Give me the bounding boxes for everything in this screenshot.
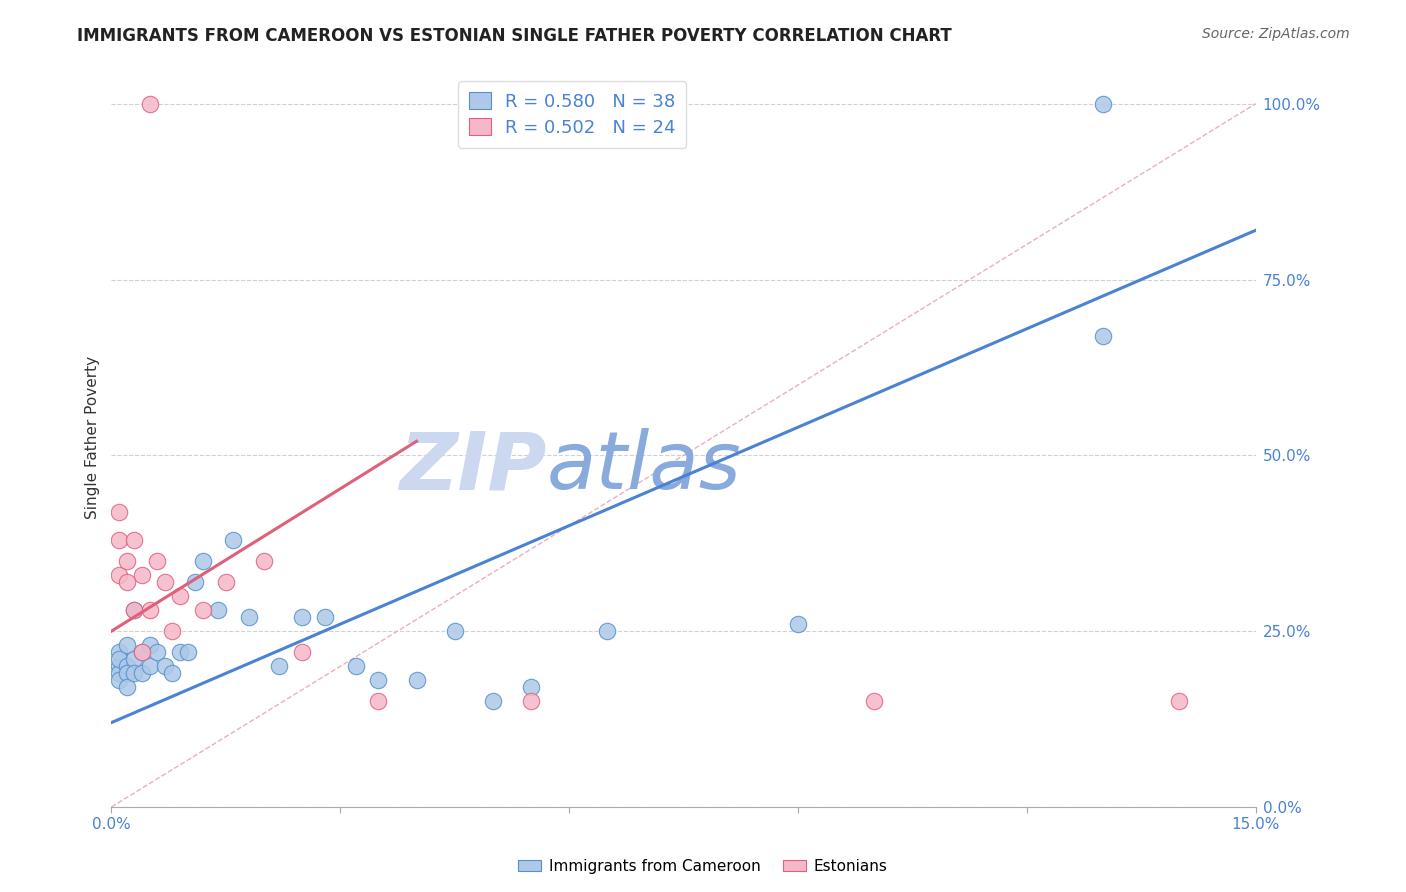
- Point: [162, 624, 184, 639]
- Point: [162, 666, 184, 681]
- Point: [131, 645, 153, 659]
- Point: [108, 568, 131, 582]
- Point: [238, 610, 260, 624]
- Point: [115, 681, 138, 695]
- Point: [115, 554, 138, 568]
- Point: [520, 681, 543, 695]
- Point: [191, 554, 214, 568]
- Point: [222, 533, 245, 547]
- Point: [215, 574, 238, 589]
- Point: [131, 666, 153, 681]
- Point: [153, 574, 176, 589]
- Point: [367, 673, 389, 688]
- Point: [269, 659, 291, 673]
- Point: [138, 638, 160, 652]
- Point: [1092, 328, 1115, 343]
- Point: [138, 603, 160, 617]
- Point: [115, 638, 138, 652]
- Point: [108, 645, 131, 659]
- Point: [124, 652, 146, 666]
- Y-axis label: Single Father Poverty: Single Father Poverty: [86, 356, 100, 519]
- Point: [108, 666, 131, 681]
- Point: [124, 533, 146, 547]
- Point: [138, 96, 160, 111]
- Point: [115, 574, 138, 589]
- Point: [131, 568, 153, 582]
- Point: [115, 659, 138, 673]
- Point: [1168, 694, 1191, 708]
- Text: Source: ZipAtlas.com: Source: ZipAtlas.com: [1202, 27, 1350, 41]
- Point: [253, 554, 276, 568]
- Point: [344, 659, 367, 673]
- Point: [131, 645, 153, 659]
- Point: [169, 589, 191, 603]
- Point: [176, 645, 198, 659]
- Legend: R = 0.580   N = 38, R = 0.502   N = 24: R = 0.580 N = 38, R = 0.502 N = 24: [458, 81, 686, 148]
- Point: [115, 666, 138, 681]
- Point: [169, 645, 191, 659]
- Point: [124, 603, 146, 617]
- Point: [191, 603, 214, 617]
- Point: [124, 666, 146, 681]
- Legend: Immigrants from Cameroon, Estonians: Immigrants from Cameroon, Estonians: [512, 853, 894, 880]
- Point: [863, 694, 886, 708]
- Point: [124, 603, 146, 617]
- Text: IMMIGRANTS FROM CAMEROON VS ESTONIAN SINGLE FATHER POVERTY CORRELATION CHART: IMMIGRANTS FROM CAMEROON VS ESTONIAN SIN…: [77, 27, 952, 45]
- Point: [405, 673, 427, 688]
- Point: [108, 533, 131, 547]
- Point: [367, 694, 389, 708]
- Text: atlas: atlas: [547, 428, 741, 507]
- Point: [291, 645, 314, 659]
- Point: [153, 659, 176, 673]
- Point: [1092, 96, 1115, 111]
- Point: [787, 617, 810, 632]
- Point: [146, 554, 169, 568]
- Point: [146, 645, 169, 659]
- Point: [207, 603, 229, 617]
- Point: [596, 624, 619, 639]
- Point: [108, 505, 131, 519]
- Point: [443, 624, 465, 639]
- Point: [314, 610, 336, 624]
- Text: ZIP: ZIP: [399, 428, 547, 507]
- Point: [108, 659, 131, 673]
- Point: [184, 574, 207, 589]
- Point: [108, 652, 131, 666]
- Point: [138, 659, 160, 673]
- Point: [108, 673, 131, 688]
- Point: [291, 610, 314, 624]
- Point: [520, 694, 543, 708]
- Point: [482, 694, 505, 708]
